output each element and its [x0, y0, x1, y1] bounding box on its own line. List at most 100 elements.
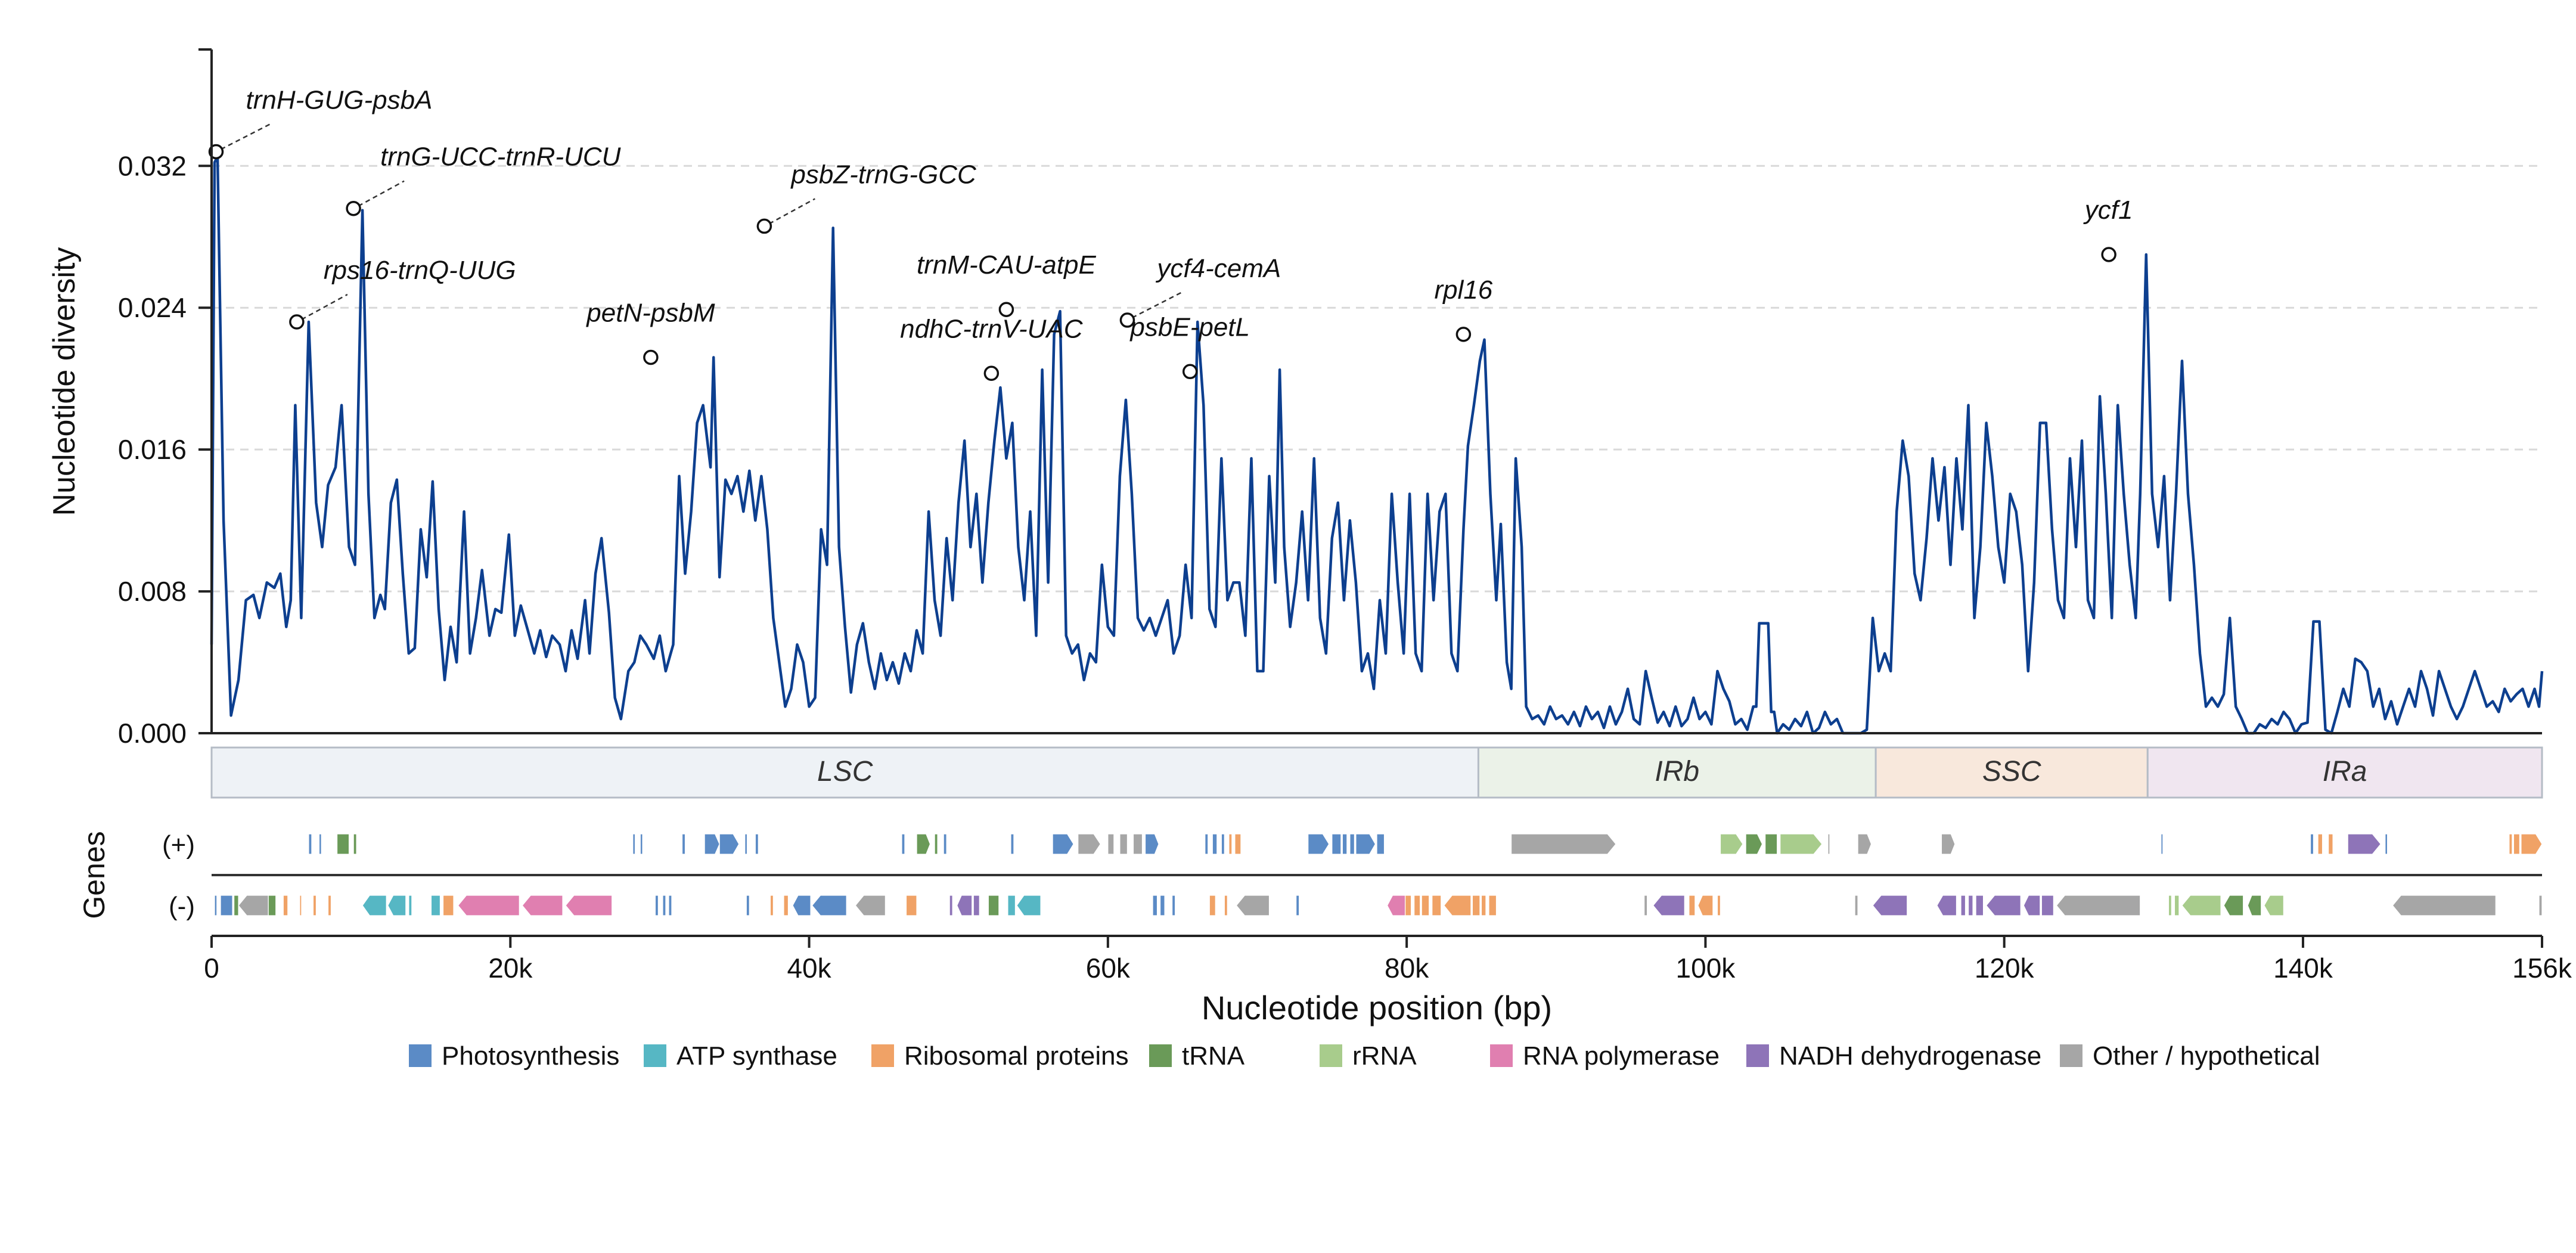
gene-arrow [2223, 895, 2244, 916]
gene-arrow [1444, 895, 1472, 916]
gene-arrow [2538, 895, 2543, 916]
gene-arrow [746, 895, 750, 916]
gene-arrow [312, 895, 317, 916]
gene-arrow [957, 895, 973, 916]
gene-arrow [855, 895, 886, 916]
gene-arrow [662, 895, 666, 916]
gene-arrow [654, 895, 659, 916]
gene-arrow [1144, 833, 1159, 855]
y-tick-label: 0.000 [118, 718, 187, 749]
region-label: IRa [2323, 756, 2367, 787]
gene-arrow [2056, 895, 2141, 916]
peak-label: psbE-petL [1129, 312, 1250, 342]
legend-swatch [1149, 1044, 1172, 1067]
gene-arrow [522, 895, 563, 916]
gene-arrow [565, 895, 613, 916]
gene-arrow [1052, 833, 1074, 855]
gene-arrow [949, 895, 953, 916]
x-tick-label: 80k [1385, 953, 1429, 984]
peak-annotations: trnH-GUG-psbA rps16-trnQ-UUG trnG-UCC-trnR… [208, 86, 2133, 382]
x-axis-title: Nucleotide position (bp) [1202, 989, 1552, 1026]
gene-arrow [1872, 895, 1908, 916]
gene-arrow [1332, 833, 1342, 855]
gene-arrow [1386, 895, 1406, 916]
gene-arrow [1481, 895, 1486, 916]
gene-arrow [943, 833, 947, 855]
x-tick-label: 60k [1086, 953, 1131, 984]
gene-arrow [934, 833, 938, 855]
gene-arrow [2392, 895, 2496, 916]
gene-arrow [640, 833, 643, 855]
gene-arrow [1414, 895, 1421, 916]
legend-label: Ribosomal proteins [904, 1041, 1129, 1071]
gene-arrow [1644, 895, 1648, 916]
gene-arrow [362, 895, 387, 916]
y-tick-label: 0.024 [118, 292, 187, 323]
gene-arrow [1172, 895, 1176, 916]
x-tick-label: 156k [2512, 953, 2572, 984]
gene-arrow [1212, 833, 1218, 855]
peak-label: ycf4-cemA [1155, 254, 1281, 283]
gene-arrow [408, 895, 412, 916]
x-tick-label: 0 [204, 953, 219, 984]
legend-swatch [409, 1044, 432, 1067]
gene-arrow [1016, 895, 1041, 916]
legend-swatch [644, 1044, 666, 1067]
gene-arrow [1941, 833, 1956, 855]
gene-arrow [2174, 895, 2180, 916]
gene-arrow [353, 833, 357, 855]
gene-arrow [2327, 833, 2333, 855]
peak-label: trnM-CAU-atpE [917, 250, 1096, 280]
gene-arrow [1975, 895, 1984, 916]
peak-leader [301, 293, 348, 321]
peak-leader [358, 180, 405, 207]
peak-label: trnH-GUG-psbA [246, 86, 433, 115]
peak-label: rps16-trnQ-UUG [324, 256, 516, 285]
y-tick-label: 0.008 [118, 576, 187, 607]
gene-arrow [1349, 833, 1355, 855]
peak-marker [2101, 247, 2116, 262]
gene-arrow [2521, 833, 2543, 855]
gene-arrow [1342, 833, 1348, 855]
gene-arrow [1119, 833, 1128, 855]
legend-label: rRNA [1352, 1041, 1417, 1071]
gene-arrow [1745, 833, 1763, 855]
gene-arrow [1132, 833, 1143, 855]
region-label: IRb [1655, 756, 1699, 787]
gene-arrow [1224, 895, 1228, 916]
gene-arrow [1010, 833, 1014, 855]
peak-label: ycf1 [2083, 196, 2133, 225]
gene-arrow [1421, 895, 1430, 916]
gene-arrow [1936, 895, 1957, 916]
gene-arrow [1007, 895, 1016, 916]
gene-arrow [1296, 895, 1300, 916]
gene-arrow [220, 895, 233, 916]
gene-arrow [1510, 833, 1616, 855]
gene-arrow [327, 895, 332, 916]
gene-arrow [1967, 895, 1973, 916]
peak-marker [643, 349, 659, 365]
gene-arrow [1205, 833, 1209, 855]
gene-arrow [755, 833, 759, 855]
gene-arrow [811, 895, 847, 916]
gene-arrow [2168, 895, 2172, 916]
peak-marker [289, 314, 305, 330]
gene-arrow [442, 895, 454, 916]
gene-arrow [1652, 895, 1685, 916]
gene-arrow [632, 833, 636, 855]
gene-arrow [2041, 895, 2054, 916]
gene-arrow [1152, 895, 1158, 916]
peak-label: ndhC-trnV-UAC [900, 314, 1084, 343]
gene-arrow [901, 833, 905, 855]
legend-swatch [871, 1044, 894, 1067]
legend-label: Other / hypothetical [2093, 1041, 2320, 1071]
gene-arrow [719, 833, 740, 855]
gene-arrow [318, 833, 322, 855]
gene-track: (+) (-) [162, 830, 2543, 921]
gene-arrow [905, 895, 917, 916]
region-box [1874, 746, 2149, 799]
x-tick-label: 140k [2273, 953, 2333, 984]
peak-marker [1182, 364, 1198, 380]
gene-arrow [1209, 895, 1216, 916]
region-label: SSC [1982, 756, 2041, 787]
